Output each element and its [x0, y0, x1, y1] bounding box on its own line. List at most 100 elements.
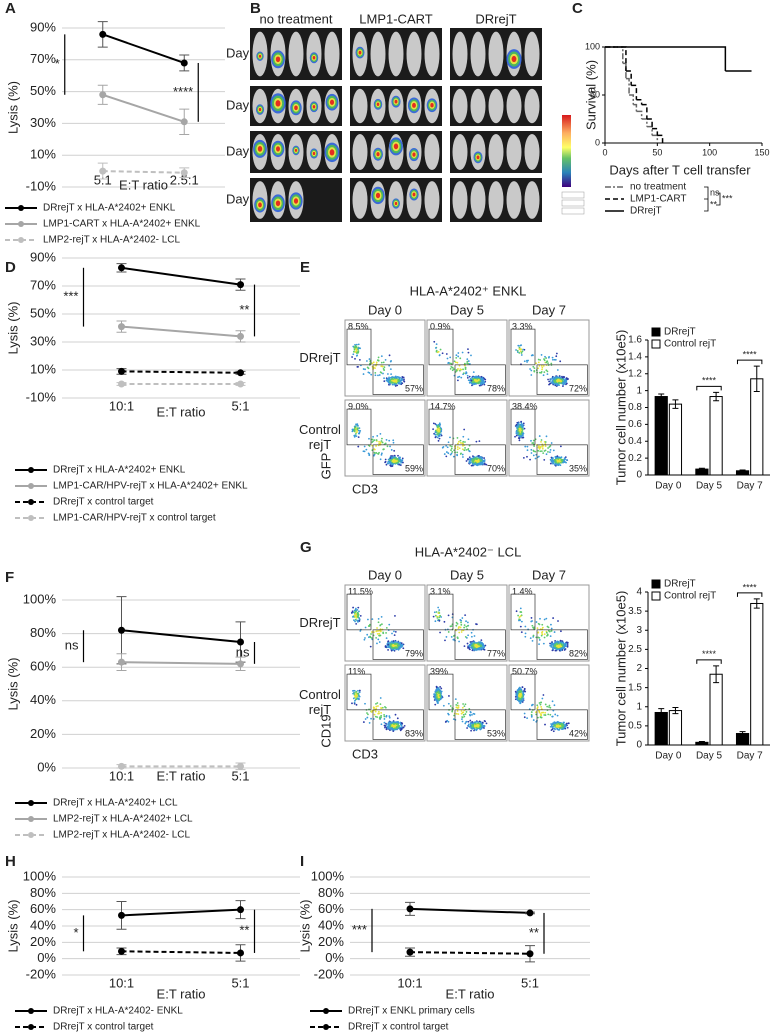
- gate-percentage: 77%: [487, 648, 505, 658]
- event-dot: [365, 448, 368, 451]
- y-tick-label: 4: [636, 587, 642, 598]
- event-dot: [554, 728, 556, 731]
- event-dot: [369, 636, 372, 639]
- mouse: [488, 88, 504, 124]
- gate-percentage: 3.3%: [512, 321, 533, 331]
- event-dot: [483, 720, 486, 722]
- event-dot: [394, 725, 397, 728]
- column-label: Day 7: [532, 567, 566, 582]
- event-dot: [550, 645, 553, 648]
- event-dot: [536, 707, 539, 710]
- event-dot: [398, 377, 401, 380]
- event-dot: [553, 458, 556, 461]
- event-dot: [379, 697, 382, 699]
- event-dot: [383, 369, 386, 371]
- signal-blob: [430, 103, 434, 108]
- y-tick-label: 0.2: [628, 453, 642, 464]
- y-tick-label: 1: [636, 701, 642, 712]
- event-dot: [531, 639, 534, 642]
- event-dot: [543, 458, 546, 461]
- event-dot: [473, 647, 475, 649]
- event-dot: [466, 727, 469, 729]
- event-dot: [561, 726, 564, 728]
- event-dot: [393, 721, 396, 723]
- event-dot: [542, 374, 545, 377]
- event-dot: [355, 423, 357, 426]
- event-dot: [385, 715, 388, 718]
- event-dot: [517, 437, 520, 439]
- y-tick-label: 0%: [37, 950, 56, 965]
- event-dot: [566, 724, 568, 727]
- event-dot: [526, 445, 529, 448]
- event-dot: [439, 631, 441, 634]
- legend-marker: [28, 800, 34, 806]
- event-dot: [533, 445, 536, 447]
- event-dot: [473, 642, 475, 645]
- event-dot: [449, 367, 452, 370]
- event-dot: [464, 372, 467, 375]
- event-dot: [522, 693, 525, 696]
- event-dot: [434, 423, 437, 425]
- event-dot: [462, 456, 464, 458]
- event-dot: [435, 611, 438, 613]
- event-dot: [351, 356, 353, 358]
- event-dot: [517, 344, 520, 347]
- event-dot: [449, 453, 452, 456]
- legend-marker: [28, 1024, 34, 1030]
- gate: [510, 408, 536, 446]
- event-dot: [469, 722, 472, 725]
- x-axis-label: E:T ratio: [157, 986, 206, 1001]
- event-dot: [520, 631, 523, 634]
- event-dot: [466, 362, 469, 365]
- y-tick-label: 1.5: [628, 682, 642, 693]
- event-dot: [460, 631, 463, 633]
- gate: [454, 364, 506, 395]
- event-dot: [558, 728, 561, 731]
- event-dot: [435, 691, 438, 694]
- x-tick-label: 50: [652, 147, 662, 157]
- y-tick-label: 0%: [37, 759, 56, 774]
- color-scale: [562, 115, 571, 187]
- event-dot: [455, 624, 458, 627]
- event-dot: [370, 710, 373, 713]
- event-dot: [471, 727, 474, 730]
- event-dot: [396, 644, 399, 647]
- event-dot: [475, 440, 478, 443]
- significance-label: ns: [236, 644, 250, 659]
- flow-plot: [426, 584, 508, 662]
- event-dot: [471, 649, 474, 652]
- data-point: [118, 380, 125, 388]
- event-dot: [363, 445, 366, 448]
- event-dot: [451, 369, 454, 372]
- event-dot: [550, 460, 553, 463]
- event-dot: [532, 719, 535, 721]
- x-tick-label: 100: [702, 147, 717, 157]
- event-dot: [447, 702, 450, 705]
- event-dot: [556, 369, 559, 371]
- data-point: [118, 367, 125, 375]
- event-dot: [532, 449, 535, 452]
- event-dot: [459, 369, 461, 372]
- y-tick-label: 20%: [30, 934, 56, 949]
- event-dot: [436, 689, 439, 692]
- gate-percentage: 70%: [487, 463, 505, 473]
- event-dot: [540, 714, 542, 717]
- event-dot: [550, 623, 552, 626]
- event-dot: [522, 436, 525, 439]
- event-dot: [375, 636, 378, 639]
- event-dot: [398, 460, 401, 463]
- event-dot: [460, 368, 463, 371]
- event-dot: [377, 359, 380, 362]
- event-dot: [541, 368, 543, 371]
- legend-swatch: [651, 579, 661, 589]
- event-dot: [354, 612, 357, 615]
- event-dot: [460, 710, 463, 712]
- event-dot: [444, 639, 446, 642]
- event-dot: [556, 714, 559, 717]
- survival-step: [646, 118, 653, 129]
- event-dot: [379, 432, 382, 435]
- event-dot: [477, 376, 479, 378]
- data-point: [99, 30, 107, 38]
- event-dot: [368, 358, 371, 360]
- event-dot: [392, 730, 395, 733]
